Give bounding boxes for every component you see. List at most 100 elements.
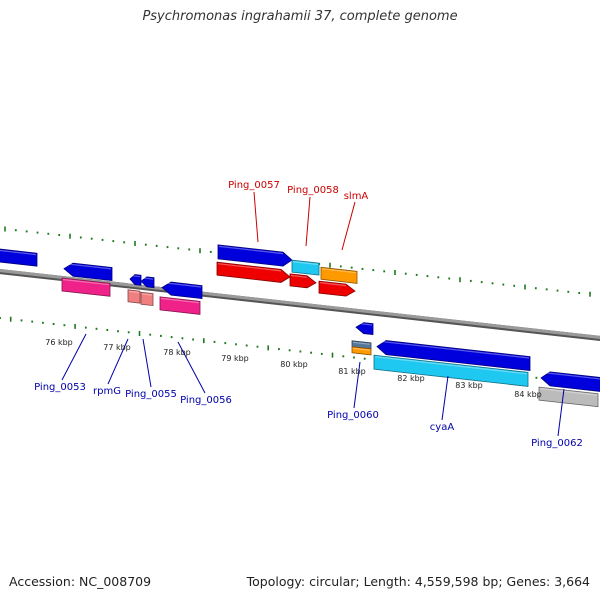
gene-rpmg-cds-highlight [128,290,140,294]
scale-labels: 76 kbp 77 kbp 78 kbp 79 kbp 80 kbp 81 kbp 82 k… [45,338,542,399]
gene-ping-0055-cds-body [140,291,154,307]
gene-ping-0058-cds-body [289,273,317,289]
leader-ping-0057 [253,191,259,243]
gene-ping-0053-cds-highlight [62,278,110,286]
gene-ping-0062-arrow [540,371,600,392]
gene-label: Ping_0053 [34,382,86,393]
gene-slma-cds [318,280,356,297]
gene-left-edge-arrow-body [0,248,38,267]
gene-ping-0057-arrow-body [217,244,293,267]
gene-rpmg-cds-body [127,289,141,304]
gene-cyaa-cds-highlight [374,356,528,375]
gene-cyaa-arrow-highlight [377,340,530,359]
label-leader-lines [61,191,565,437]
gene-ping-0057-cds-body [216,261,291,283]
gene-ping-0053-cds-body [61,277,111,297]
gene-left-edge-arrow-highlight [0,249,37,256]
gene-ping-0060-arrow-body [355,322,374,336]
gene-ping-0053-arrow-body [63,262,113,281]
gene-rpmg-cds [127,289,141,304]
gene-cyaa-arrow [376,340,531,372]
leader-ping-0055 [142,338,152,388]
gene-rpmg-arrow-highlight [130,274,141,278]
leader-slma [341,201,356,251]
gene-ping-0060-cds-a-highlight [352,341,371,345]
gene-label: Ping_0062 [531,438,583,449]
gene-slma-arrow-body [320,266,358,284]
gene-labels: Ping_0057 Ping_0058 slmA Ping_0053 rpmG Ping_… [34,180,583,449]
genome-title: Psychromonas ingrahamii 37, complete gen… [142,9,458,24]
scale-label: 84 kbp [514,390,542,399]
gene-left-edge-arrow [0,248,38,267]
gene-ping-0062-cds [538,386,599,408]
gene-ping-0056-cds-highlight [160,297,200,304]
gene-ping-0055-arrow [140,276,155,289]
leader-rpmg [107,338,129,385]
scale-label: 81 kbp [338,367,366,376]
gene-ping-0057-arrow-highlight [218,245,284,255]
gene-ping-0060-cds-b-highlight [352,347,371,351]
gene-ping-0060-cds-b [351,346,372,356]
gene-ping-0056-cds [159,296,201,315]
gene-ping-0060-cds-b-body [351,346,372,356]
gene-ping-0062-cds-highlight [539,388,598,396]
backbone-line [0,269,600,339]
gene-rpmg-arrow [129,274,142,286]
leader-ping-0060 [353,361,361,409]
gene-ping-0062-arrow-body [540,371,600,392]
gene-ping-0055-arrow-body [140,276,155,289]
gene-label: rpmG [93,386,121,397]
gene-ping-0057-cds-highlight [217,263,282,272]
gene-slma-cds-highlight [319,282,347,287]
scale-label: 82 kbp [397,374,425,383]
scale-label: 76 kbp [45,338,73,347]
scale-label: 77 kbp [103,343,131,352]
gene-label: Ping_0055 [125,389,177,400]
gene-label: Ping_0057 [228,180,280,191]
gene-ping-0056-arrow-highlight [162,282,202,288]
gene-label: Ping_0056 [180,395,232,406]
gene-rpmg-arrow-body [129,274,142,286]
leader-ping-0058 [305,196,311,247]
scale-label: 83 kbp [455,381,483,390]
gene-cyaa-cds [373,354,529,387]
gene-label: cyaA [430,422,455,433]
gene-label: slmA [344,191,369,202]
gene-ping-0060-arrow [355,322,374,336]
genome-summary-text: Topology: circular; Length: 4,559,598 bp… [246,574,590,589]
gene-label: Ping_0060 [327,410,379,421]
gene-ping-0053-arrow [63,262,113,281]
gene-ping-0058-arrow [291,259,320,276]
gene-ping-0058-arrow-highlight [292,261,319,266]
gene-ping-0058-cds-highlight [290,274,308,278]
gene-ping-0057-cds [216,261,291,283]
scale-label: 78 kbp [163,348,191,357]
leader-ping-0062 [557,388,565,437]
gene-ping-0057-arrow [217,244,293,267]
scale-label: 79 kbp [221,354,249,363]
gene-slma-cds-body [318,280,356,297]
leader-ping-0053 [61,333,87,381]
gene-ping-0056-cds-body [159,296,201,315]
gene-features [0,244,600,408]
gene-ping-0058-arrow-body [291,259,320,276]
gene-ping-0060-arrow-highlight [356,322,373,326]
gene-ping-0055-cds-highlight [141,293,153,296]
gene-ping-0062-arrow-highlight [541,371,600,380]
gene-ping-0053-cds [61,277,111,297]
scale-label: 80 kbp [280,360,308,369]
gene-cyaa-cds-body [373,354,529,387]
gene-ping-0056-arrow [161,281,203,300]
gene-cyaa-arrow-body [376,340,531,372]
leader-cyaa [441,375,449,421]
gene-ping-0056-arrow-body [161,281,203,300]
gene-slma-arrow-highlight [321,268,357,274]
leader-ping-0056 [177,341,206,394]
gene-ping-0058-cds [289,273,317,289]
accession-text: Accession: NC_008709 [9,574,152,589]
gene-slma-arrow [320,266,358,284]
gene-label: Ping_0058 [287,185,339,196]
gene-ping-0053-arrow-highlight [64,263,112,270]
